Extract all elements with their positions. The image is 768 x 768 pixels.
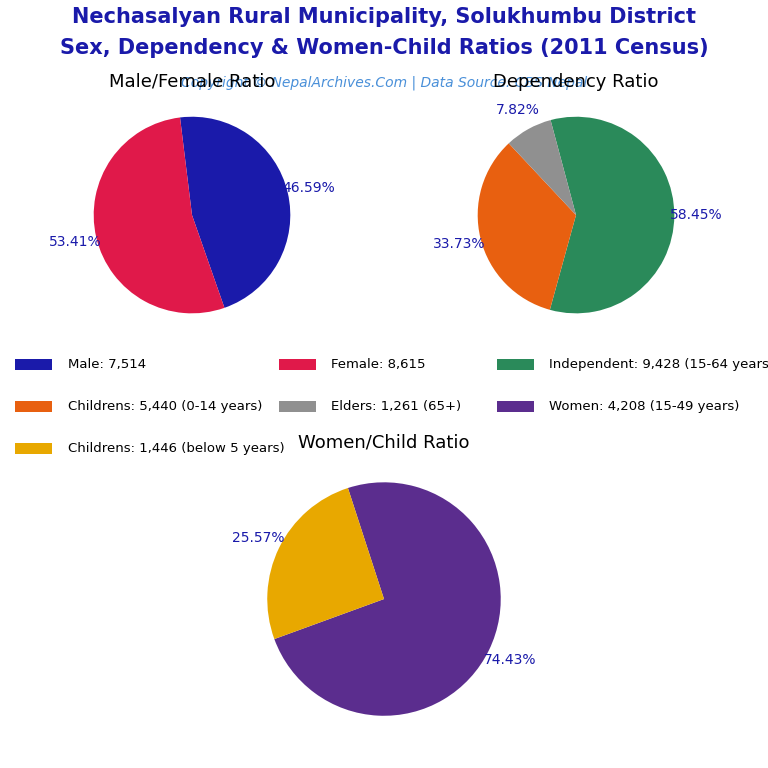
Text: 46.59%: 46.59% <box>283 180 335 195</box>
Wedge shape <box>180 117 290 308</box>
Text: Women: 4,208 (15-49 years): Women: 4,208 (15-49 years) <box>549 400 740 413</box>
Wedge shape <box>550 117 674 313</box>
Wedge shape <box>508 120 576 215</box>
Wedge shape <box>94 118 224 313</box>
Text: Sex, Dependency & Women-Child Ratios (2011 Census): Sex, Dependency & Women-Child Ratios (20… <box>60 38 708 58</box>
Text: 53.41%: 53.41% <box>49 235 101 250</box>
Bar <box>497 359 535 370</box>
Text: Nechasalyan Rural Municipality, Solukhumbu District: Nechasalyan Rural Municipality, Solukhum… <box>72 7 696 27</box>
Title: Male/Female Ratio: Male/Female Ratio <box>109 73 275 91</box>
Text: 33.73%: 33.73% <box>433 237 486 251</box>
Text: Male: 7,514: Male: 7,514 <box>68 359 146 372</box>
Bar <box>279 359 316 370</box>
Text: Childrens: 1,446 (below 5 years): Childrens: 1,446 (below 5 years) <box>68 442 284 455</box>
Text: 7.82%: 7.82% <box>496 103 540 118</box>
Bar <box>497 401 535 412</box>
Text: Female: 8,615: Female: 8,615 <box>331 359 425 372</box>
Wedge shape <box>267 488 384 639</box>
Wedge shape <box>478 144 576 310</box>
Text: 58.45%: 58.45% <box>670 208 722 223</box>
Text: 25.57%: 25.57% <box>232 531 284 545</box>
Title: Dependency Ratio: Dependency Ratio <box>493 73 659 91</box>
Text: Copyright © NepalArchives.Com | Data Source: CBS Nepal: Copyright © NepalArchives.Com | Data Sou… <box>181 76 587 90</box>
Title: Women/Child Ratio: Women/Child Ratio <box>298 434 470 452</box>
Text: 74.43%: 74.43% <box>484 654 536 667</box>
Wedge shape <box>274 482 501 716</box>
Bar <box>279 401 316 412</box>
Bar <box>15 443 52 454</box>
Text: Elders: 1,261 (65+): Elders: 1,261 (65+) <box>331 400 461 413</box>
Text: Independent: 9,428 (15-64 years): Independent: 9,428 (15-64 years) <box>549 359 768 372</box>
Bar <box>15 401 52 412</box>
Bar <box>15 359 52 370</box>
Text: Childrens: 5,440 (0-14 years): Childrens: 5,440 (0-14 years) <box>68 400 262 413</box>
